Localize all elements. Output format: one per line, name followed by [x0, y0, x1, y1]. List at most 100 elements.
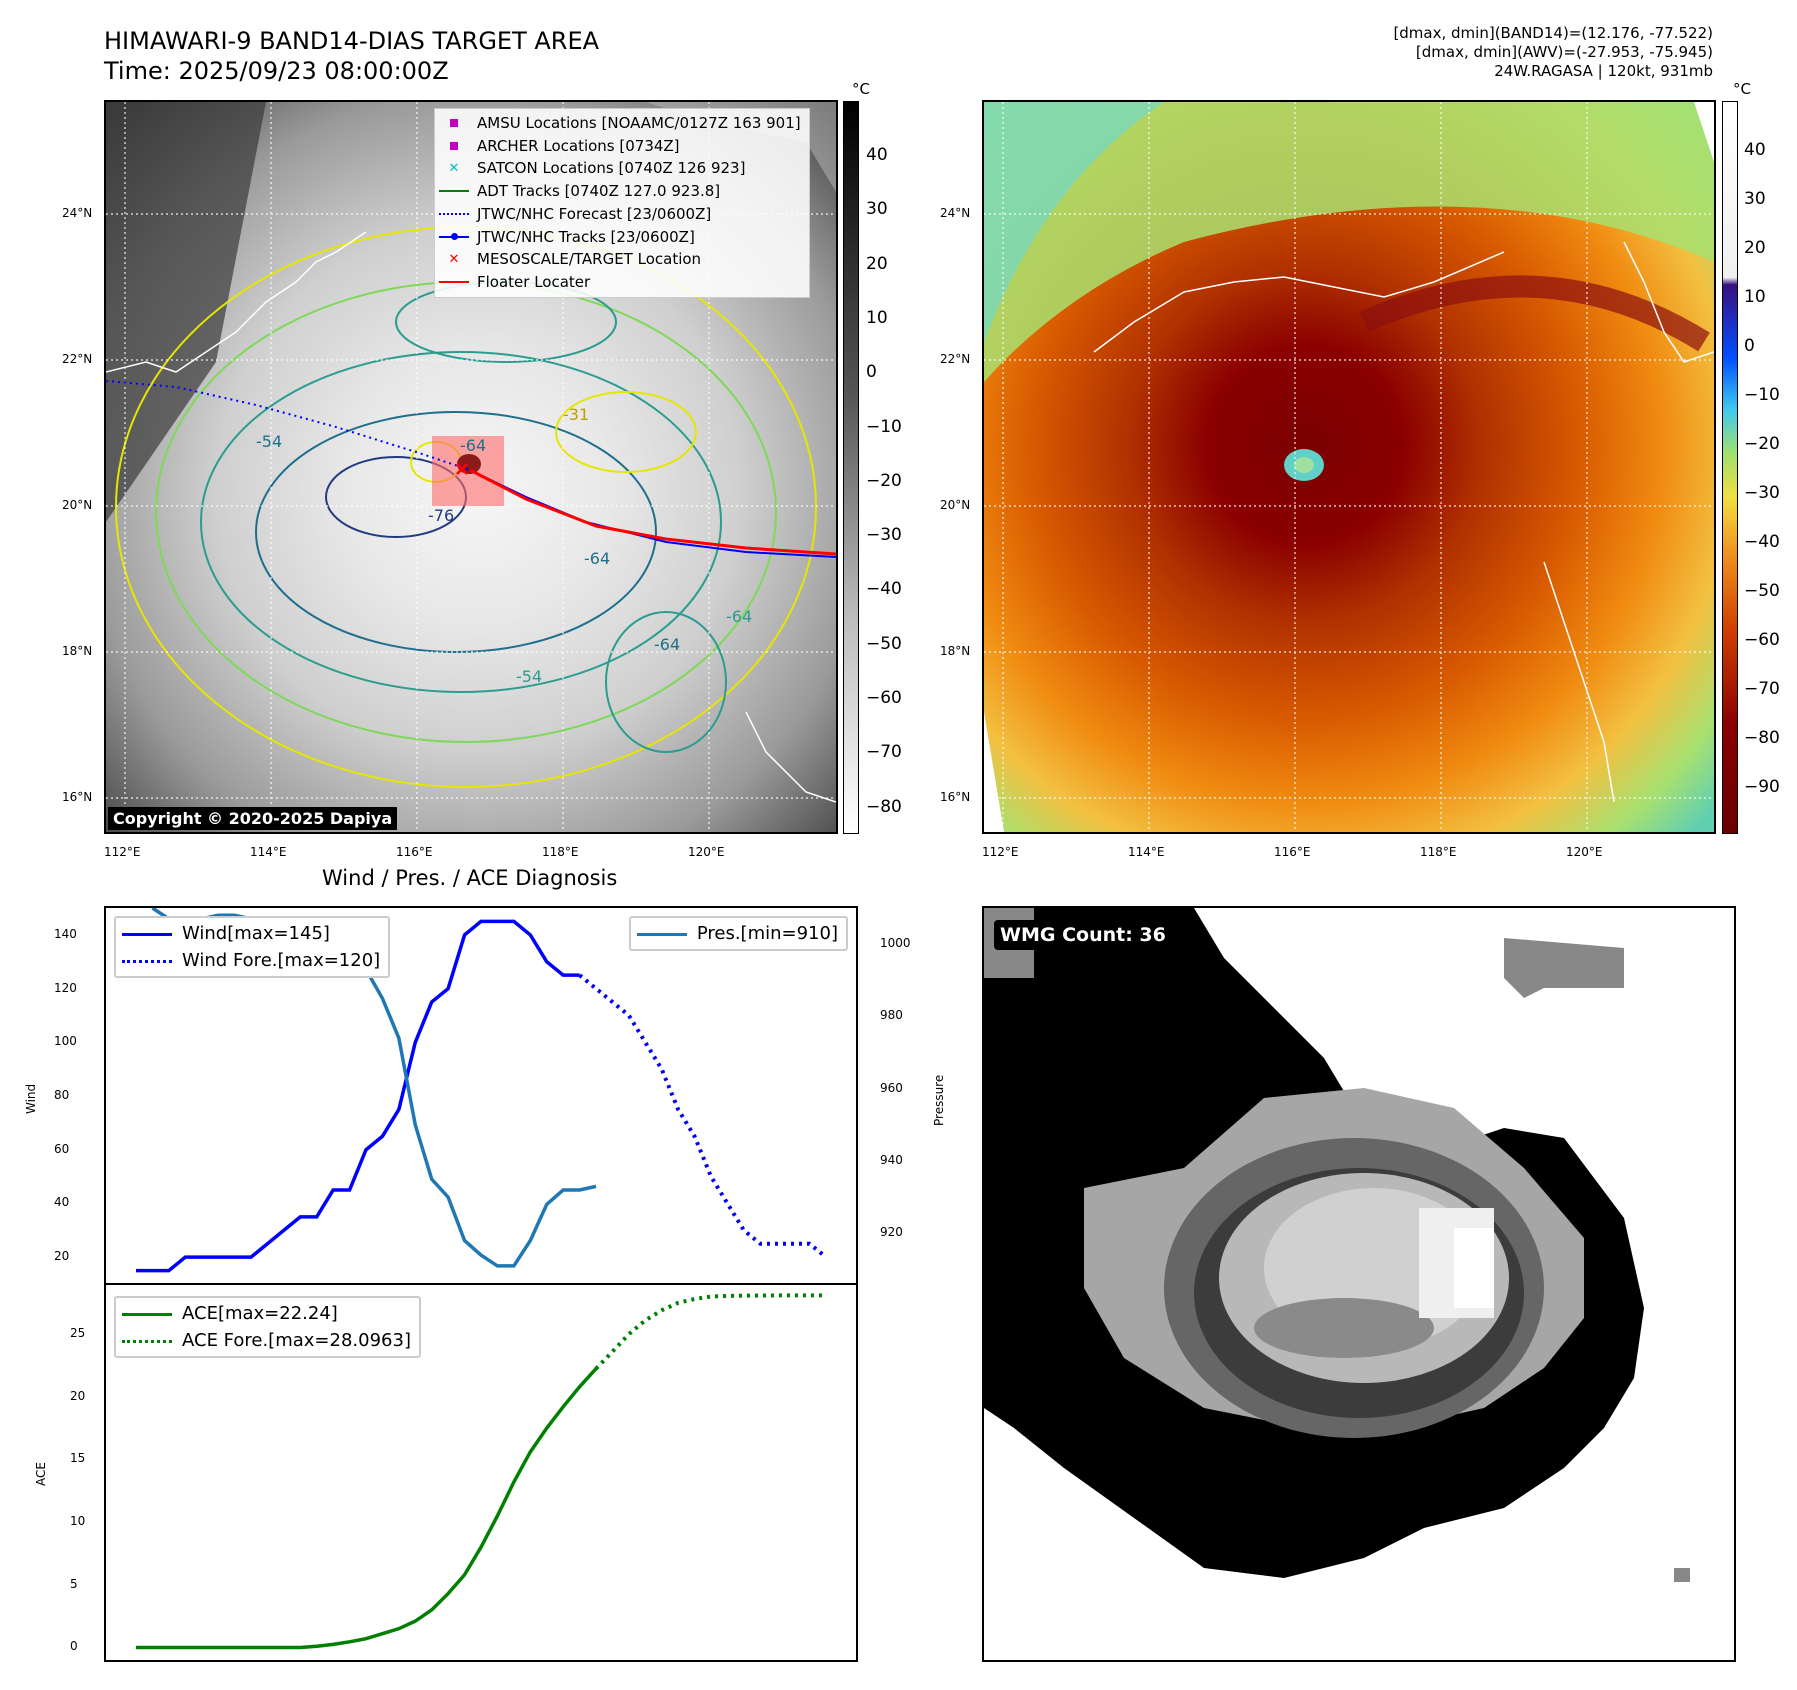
wind-forecast-line — [578, 973, 828, 1259]
contour-label: -54 — [256, 432, 282, 451]
lon-label: 120°E — [1566, 845, 1603, 859]
colorbar-tick-label: −40 — [1744, 532, 1780, 552]
pressure-tick-label: 920 — [880, 1225, 903, 1240]
colorbar-tick-label: −40 — [866, 579, 902, 600]
lon-label: 118°E — [542, 845, 579, 859]
awv-range: [dmax, dmin](AWV)=(-27.953, -75.945) — [1415, 43, 1713, 61]
solid-line-icon — [636, 929, 687, 939]
ace-forecast-line — [594, 1293, 827, 1371]
awv-map-panel — [982, 100, 1716, 834]
legend-item: ✕ SATCON Locations [0740Z 126 923] — [439, 157, 801, 180]
lat-label: 18°N — [62, 644, 93, 658]
contour-label: -76 — [428, 506, 454, 525]
pressure-tick-label: 960 — [880, 1080, 903, 1095]
wind-tick-label: 40 — [54, 1195, 70, 1210]
legend-item: Wind[max=145] — [122, 920, 380, 947]
colorbar-tick-label: 40 — [1744, 140, 1766, 160]
colorbar-tick-label: 30 — [866, 199, 888, 220]
colorbar-unit: °C — [852, 80, 870, 98]
dotted-line-icon — [439, 206, 469, 222]
colorbar-tick-label: 0 — [866, 362, 877, 383]
legend-item: Pres.[min=910] — [636, 920, 838, 947]
square-icon — [439, 115, 469, 131]
wind-tick-label: 80 — [54, 1088, 70, 1102]
colorbar-tick-label: −30 — [866, 525, 902, 546]
contour-label: -64 — [460, 436, 486, 455]
colorbar-tick-label: 10 — [866, 307, 888, 328]
wind-tick-label: 60 — [54, 1141, 70, 1156]
lon-label: 112°E — [982, 845, 1019, 859]
wind-tick-label: 140 — [54, 926, 77, 941]
colorbar-tick-label: 20 — [1744, 238, 1766, 258]
ace-tick-label: 0 — [70, 1639, 78, 1654]
colorbar-tick-label: 0 — [1744, 336, 1755, 356]
legend-item: ACE[max=22.24] — [122, 1300, 411, 1327]
lon-label: 120°E — [688, 845, 725, 859]
ace-tick-label: 25 — [70, 1326, 86, 1341]
dotted-line-icon — [122, 1336, 172, 1346]
lat-label: 16°N — [940, 790, 971, 804]
lat-label: 18°N — [940, 644, 971, 658]
legend-item: Floater Locater — [439, 271, 801, 294]
ace-legend: ACE[max=22.24] ACE Fore.[max=28.0963] — [114, 1296, 421, 1358]
dotted-line-icon — [122, 956, 172, 966]
x-marker-icon: ✕ — [448, 251, 460, 267]
ace-tick-label: 20 — [70, 1388, 86, 1403]
colorbar-tick-label: −80 — [1744, 728, 1780, 748]
colorbar-tick-label: −60 — [866, 688, 902, 708]
contour-label: -31 — [563, 405, 589, 424]
map-legend: AMSU Locations [NOAAMC/0127Z 163 901] AR… — [434, 108, 810, 298]
lat-label: 24°N — [62, 206, 93, 220]
grayscale-colorbar — [843, 101, 859, 834]
colorbar-tick-label: −20 — [866, 470, 902, 491]
square-icon — [439, 138, 469, 154]
wmg-count: WMG Count: 36 — [994, 920, 1172, 950]
legend-item: ARCHER Locations [0734Z] — [439, 135, 801, 158]
legend-item: ✕ MESOSCALE/TARGET Location — [439, 248, 801, 271]
lat-label: 20°N — [62, 498, 93, 512]
wmg-image — [984, 908, 1690, 1582]
legend-item: ACE Fore.[max=28.0963] — [122, 1327, 411, 1354]
awv-map — [984, 102, 1714, 832]
colorbar-tick-label: −10 — [1744, 385, 1780, 405]
colorbar-tick-label: 40 — [866, 145, 888, 165]
legend-item: Wind Fore.[max=120] — [122, 947, 380, 974]
diagnosis-chart — [106, 908, 856, 1650]
colorbar-tick-label: −20 — [1744, 434, 1780, 454]
colorbar-tick-label: −60 — [1744, 630, 1780, 650]
diagnosis-panel: Wind[max=145] Wind Fore.[max=120] Pres.[… — [104, 906, 858, 1662]
ace-series-line — [136, 1367, 598, 1650]
chart-title: HIMAWARI-9 BAND14-DIAS TARGET AREA — [104, 27, 600, 55]
colorbar-tick-label: −10 — [866, 416, 902, 437]
lon-label: 112°E — [104, 845, 141, 859]
lon-label: 116°E — [1274, 845, 1311, 859]
lat-label: 24°N — [940, 206, 971, 220]
contour-label: -64 — [654, 635, 680, 654]
wind-tick-label: 20 — [54, 1249, 70, 1264]
awv-colorbar — [1722, 101, 1738, 834]
storm-info: 24W.RAGASA | 120kt, 931mb — [1494, 62, 1713, 80]
lon-label: 114°E — [1128, 845, 1165, 859]
colorbar-tick-label: 30 — [1744, 189, 1766, 209]
chart-time: Time: 2025/09/23 08:00:00Z — [104, 57, 449, 85]
contour-label: -64 — [726, 607, 752, 626]
contour-label: -54 — [516, 667, 542, 686]
pressure-legend: Pres.[min=910] — [628, 916, 848, 951]
lon-label: 114°E — [250, 845, 287, 859]
colorbar-unit: °C — [1733, 80, 1751, 98]
legend-item: AMSU Locations [NOAAMC/0127Z 163 901] — [439, 112, 801, 135]
pressure-tick-label: 1000 — [880, 936, 911, 951]
ace-tick-label: 15 — [70, 1451, 86, 1466]
pressure-axis-label: Pressure — [932, 1074, 946, 1126]
colorbar-tick-label: −90 — [1744, 777, 1780, 797]
wind-tick-label: 100 — [54, 1034, 77, 1049]
line-icon — [439, 274, 469, 290]
colorbar-tick-label: −70 — [866, 742, 902, 763]
line-dot-icon — [439, 229, 469, 245]
lon-label: 116°E — [396, 845, 433, 859]
solid-line-icon — [122, 1309, 172, 1319]
legend-item: ADT Tracks [0740Z 127.0 923.8] — [439, 180, 801, 203]
lon-label: 118°E — [1420, 845, 1457, 859]
lat-label: 22°N — [62, 352, 93, 366]
pressure-series-line — [151, 908, 597, 1268]
